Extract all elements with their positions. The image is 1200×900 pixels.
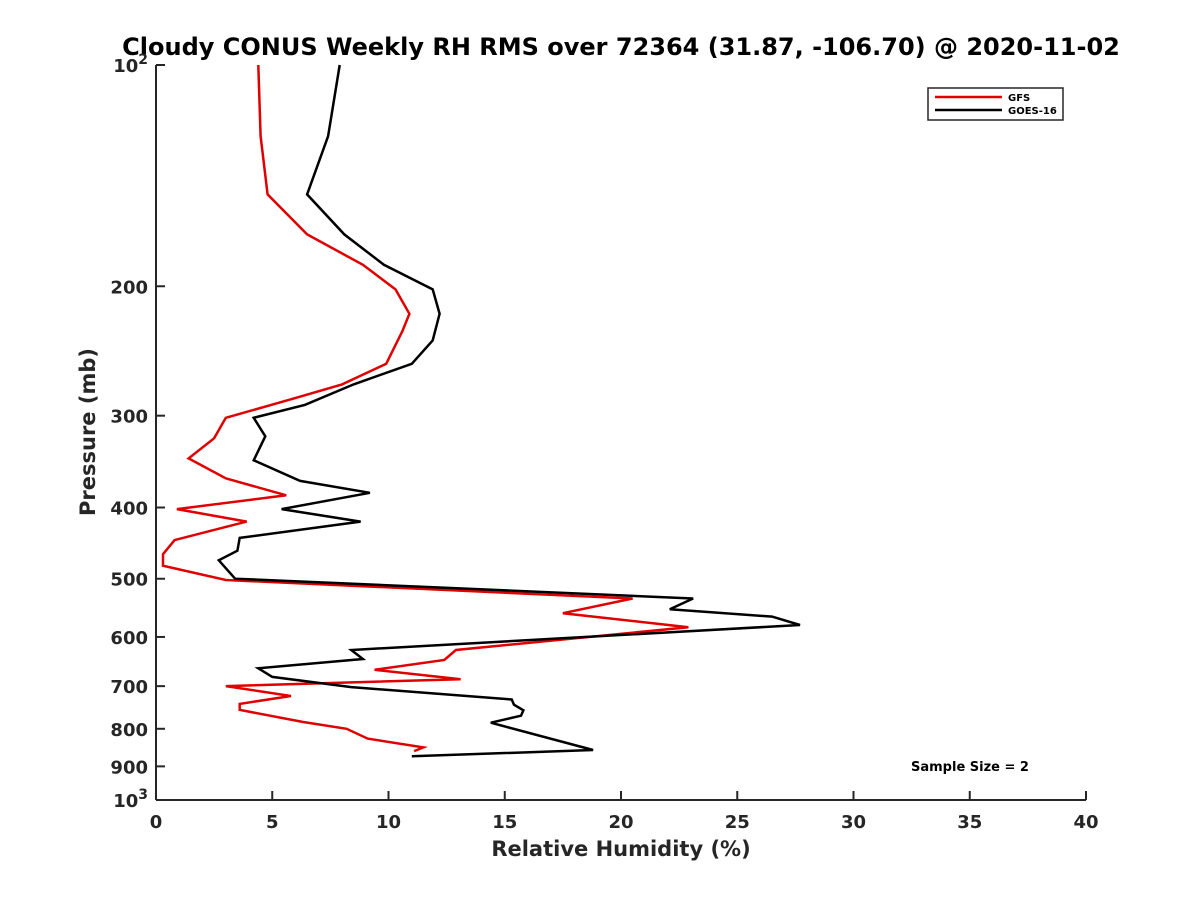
x-tick-label: 30 [841, 812, 866, 833]
x-axis-label: Relative Humidity (%) [491, 837, 750, 861]
legend: GFS GOES-16 [927, 87, 1064, 121]
y-axis-ticks: 102 200 300 400 500 600 700 800 900 103 [110, 52, 165, 812]
y-tick-label: 500 [110, 570, 148, 591]
x-tick-label: 15 [492, 812, 517, 833]
chart-title: Cloudy CONUS Weekly RH RMS over 72364 (3… [122, 33, 1120, 61]
y-tick-label: 300 [110, 407, 148, 428]
x-tick-label: 20 [608, 812, 633, 833]
plot-area-frame [156, 65, 1086, 800]
series-line-goes16 [216, 64, 801, 758]
x-tick-label: 0 [150, 812, 163, 833]
x-tick-label: 40 [1073, 812, 1098, 833]
x-tick-label: 5 [266, 812, 279, 833]
legend-label-goes16: GOES-16 [1008, 106, 1057, 117]
y-axis-label: Pressure (mb) [76, 348, 100, 516]
x-tick-label: 35 [957, 812, 982, 833]
y-tick-label: 200 [110, 277, 148, 298]
series-line-gfs [161, 64, 689, 753]
x-axis-ticks: 0 5 10 15 20 25 30 35 40 [150, 791, 1099, 833]
y-tick-label: 103 [113, 787, 148, 812]
x-tick-label: 25 [725, 812, 750, 833]
legend-box [927, 87, 1064, 121]
y-tick-label: 600 [110, 628, 148, 649]
y-tick-label: 800 [110, 720, 148, 741]
sample-size-annotation: Sample Size = 2 [911, 760, 1029, 775]
legend-label-gfs: GFS [1008, 93, 1030, 104]
y-tick-label: 900 [110, 757, 148, 778]
series-layer [161, 64, 801, 758]
x-tick-label: 10 [376, 812, 401, 833]
y-tick-label: 400 [110, 499, 148, 520]
y-tick-label: 700 [110, 677, 148, 698]
y-tick-label: 102 [113, 52, 148, 77]
